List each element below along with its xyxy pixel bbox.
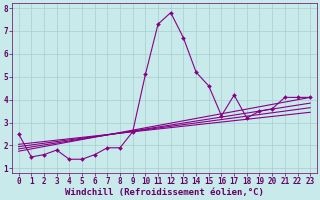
- X-axis label: Windchill (Refroidissement éolien,°C): Windchill (Refroidissement éolien,°C): [65, 188, 264, 197]
